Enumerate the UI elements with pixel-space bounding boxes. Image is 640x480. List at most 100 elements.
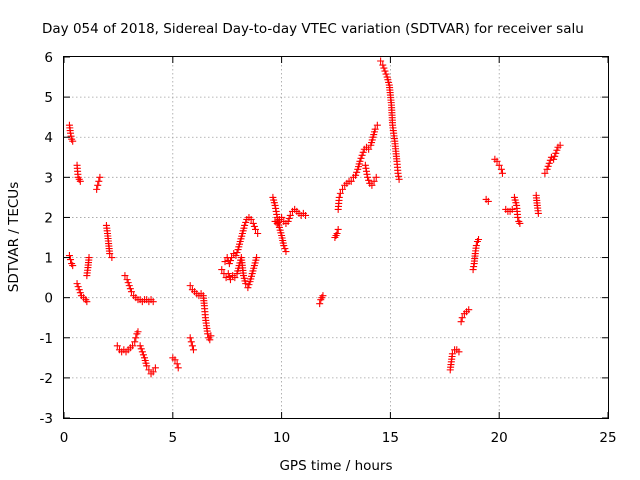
data-point [206,336,214,344]
data-point [358,151,366,159]
data-point [124,279,132,287]
data-point [247,215,255,223]
data-point [372,173,380,181]
data-point [347,177,355,185]
data-point [75,286,83,294]
data-point [131,338,139,346]
data-point [171,356,179,364]
data-point [359,148,367,156]
data-point [113,342,121,350]
data-point [67,256,75,264]
data-point [254,229,262,237]
data-series [65,57,564,378]
data-point [232,252,240,260]
x-tick-label: 15 [382,430,399,446]
data-point [373,121,381,129]
y-tick-label: 0 [44,291,53,307]
data-point [377,57,385,65]
data-point [226,257,234,265]
data-point [253,254,261,262]
data-point [174,364,182,372]
data-point [379,61,387,69]
data-point [241,221,249,229]
x-tick-label: 0 [60,430,69,446]
data-point [458,314,466,322]
data-point [145,366,153,374]
data-point [333,229,341,237]
data-point [134,328,142,336]
data-point [106,250,114,258]
data-point [552,149,560,157]
data-point [207,332,215,340]
data-point [353,168,361,176]
data-point [225,273,233,281]
data-point [380,64,388,72]
data-point [381,67,389,75]
data-point [365,145,373,153]
data-point [233,249,241,257]
data-point [284,217,292,225]
data-point [286,211,294,219]
data-point [242,280,250,288]
data-point [280,242,288,250]
data-point [551,152,559,160]
data-point [136,342,144,350]
x-axis-label: GPS time / hours [279,458,392,474]
y-axis-label: SDTVAR / TECUs [6,182,22,292]
data-point [336,189,344,197]
data-point [545,159,553,167]
data-point [121,272,129,280]
data-point [132,334,140,342]
data-point [69,137,77,145]
data-point [357,154,365,162]
data-point [281,245,289,253]
data-point [108,254,116,262]
data-point [371,125,379,133]
data-point [465,306,473,314]
data-point [73,280,81,288]
data-point [129,342,137,350]
data-point [123,276,131,284]
x-tick-label: 10 [273,430,290,446]
data-point [457,318,465,326]
x-tick-label: 5 [169,430,178,446]
y-tick-label: -2 [40,371,53,387]
data-point [550,155,558,163]
data-point [556,141,564,149]
axis-ticks: 0 5 10 15 20 25 -3 -2 -1 0 1 2 3 4 5 6 [40,50,617,446]
data-point [85,254,93,262]
data-point [245,281,253,289]
data-point [228,254,236,262]
data-point [553,146,561,154]
data-point [316,300,324,308]
data-point [93,185,101,193]
data-point [224,270,232,278]
y-tick-label: 3 [44,170,53,186]
data-point [472,242,480,250]
data-point [187,338,195,346]
data-point [173,360,181,368]
y-tick-label: 1 [44,251,53,267]
data-point [335,193,343,201]
data-point [543,165,551,173]
data-point [356,157,364,165]
data-point [497,165,505,173]
data-point [189,346,197,354]
data-point [186,334,194,342]
data-point [231,274,239,282]
data-point [484,197,492,205]
data-point [69,262,77,270]
y-tick-label: 2 [44,210,53,226]
data-point [76,177,84,185]
data-point [126,285,134,293]
data-point [282,248,290,256]
data-point [218,266,226,274]
data-point [493,157,501,165]
data-point [455,348,463,356]
data-point [534,209,542,217]
chart-title: Day 054 of 2018, Sidereal Day-to-day VTE… [42,21,584,37]
data-point [544,162,552,170]
data-point [83,298,91,306]
data-point [541,169,549,177]
